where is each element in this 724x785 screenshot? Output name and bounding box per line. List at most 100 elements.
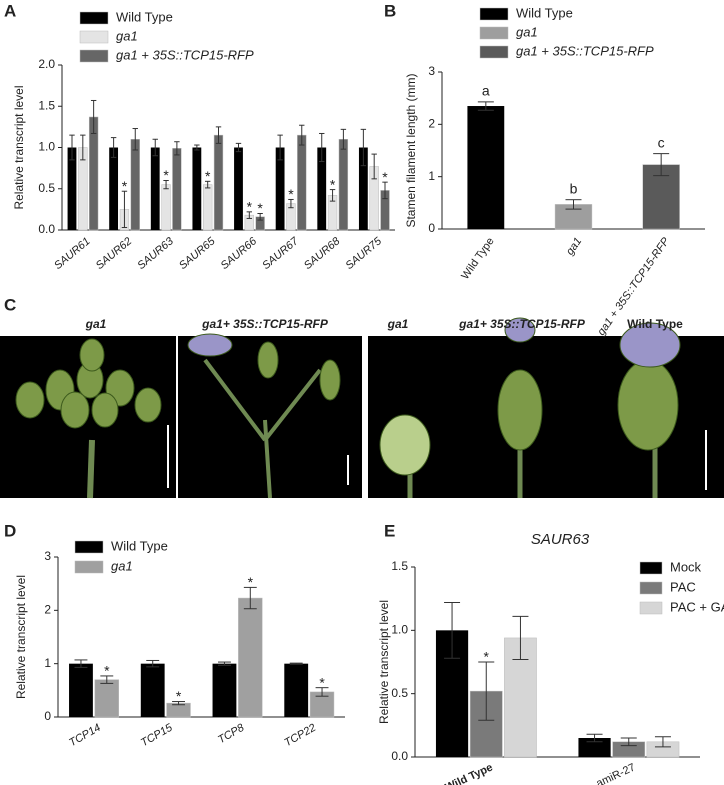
legend-label: PAC + GA xyxy=(670,599,724,614)
bar xyxy=(140,663,165,717)
y-tick-label: 2 xyxy=(44,603,51,617)
x-tick-label: SAUR63 xyxy=(135,235,176,272)
y-tick-label: 3 xyxy=(44,549,51,563)
bar xyxy=(284,663,309,717)
legend-swatch xyxy=(79,49,109,63)
panel-label: A xyxy=(4,1,16,20)
photo-label: ga1+ 35S::TCP15-RFP xyxy=(458,317,586,331)
y-axis-label: Relative transcript level xyxy=(14,575,28,699)
bar xyxy=(467,106,505,229)
significance-marker: * xyxy=(484,649,490,665)
legend-label: ga1 xyxy=(516,24,538,39)
legend-swatch xyxy=(479,7,509,21)
y-tick-label: 0.5 xyxy=(38,181,55,195)
x-tick-label: SAUR75 xyxy=(343,235,384,272)
bar xyxy=(578,738,611,757)
x-tick-label: SAUR68 xyxy=(302,235,343,272)
bar xyxy=(317,147,327,230)
bar xyxy=(358,147,368,230)
legend-swatch xyxy=(74,560,104,574)
bar xyxy=(109,147,119,230)
bar xyxy=(275,147,285,230)
significance-marker: * xyxy=(257,200,263,216)
x-tick-label: SAUR67 xyxy=(260,235,301,272)
legend-label: Wild Type xyxy=(116,9,173,24)
x-tick-label: Wild Type xyxy=(443,761,494,785)
photo-label: ga1 xyxy=(387,317,409,331)
legend-label: PAC xyxy=(670,579,696,594)
y-axis-label: Stamen filament length (mm) xyxy=(404,73,418,227)
significance-marker: * xyxy=(247,199,253,215)
significance-marker: * xyxy=(122,178,128,194)
y-tick-label: 3 xyxy=(428,64,435,78)
y-tick-label: 1 xyxy=(428,169,435,183)
legend-label: ga1 + 35S::TCP15-RFP xyxy=(516,43,654,58)
photo-label: ga1 xyxy=(85,317,107,331)
bar xyxy=(130,139,140,231)
x-tick-label: SAUR65 xyxy=(177,235,218,272)
y-axis-label: Relative transcript level xyxy=(377,600,391,724)
x-tick-label: TCP14 xyxy=(67,722,103,750)
panel-label: E xyxy=(384,521,395,540)
legend-swatch xyxy=(639,581,663,595)
y-tick-label: 1.5 xyxy=(391,559,408,573)
significance-marker: * xyxy=(319,674,325,690)
y-tick-label: 0.0 xyxy=(38,222,55,236)
x-tick-label: SAUR61 xyxy=(52,235,92,272)
photo-label: ga1+ 35S::TCP15-RFP xyxy=(201,317,329,331)
bar xyxy=(161,184,171,231)
y-tick-label: 0.0 xyxy=(391,749,408,763)
bar xyxy=(150,147,160,230)
legend-label: Mock xyxy=(670,559,702,574)
significance-marker: * xyxy=(163,167,169,183)
bar xyxy=(203,184,213,231)
y-tick-label: 1.0 xyxy=(391,623,408,637)
panel-label: C xyxy=(4,295,16,314)
y-tick-label: 1 xyxy=(44,656,51,670)
x-tick-label: TCP8 xyxy=(216,721,247,746)
significance-marker: * xyxy=(104,663,110,679)
bar xyxy=(69,663,93,717)
y-tick-label: 1.0 xyxy=(38,140,55,154)
legend-swatch xyxy=(639,601,663,615)
legend-swatch xyxy=(79,30,109,44)
y-tick-label: 0 xyxy=(428,221,435,235)
bar xyxy=(238,597,263,718)
x-tick-label: TCP22 xyxy=(282,722,318,750)
bar xyxy=(94,679,119,718)
significance-marker: * xyxy=(330,176,336,192)
y-tick-label: 1.5 xyxy=(38,98,55,112)
bar xyxy=(213,134,224,231)
y-tick-label: 0.5 xyxy=(391,686,408,700)
legend-swatch xyxy=(479,26,509,40)
y-tick-label: 0 xyxy=(44,709,51,723)
photo-label: Wild Type xyxy=(627,317,683,331)
x-tick-label: SAUR66 xyxy=(219,235,260,272)
panel-label: D xyxy=(4,521,16,540)
x-tick-label: ga1 xyxy=(564,236,584,258)
significance-marker: * xyxy=(382,169,388,185)
y-tick-label: 2.0 xyxy=(38,57,55,71)
chart-title: SAUR63 xyxy=(531,531,590,548)
significance-marker: * xyxy=(248,574,254,590)
legend-swatch xyxy=(79,11,109,25)
legend-label: ga1 xyxy=(111,558,133,573)
panel-label: B xyxy=(384,1,396,20)
bar xyxy=(297,134,307,231)
significance-marker: * xyxy=(176,688,182,704)
bar xyxy=(192,147,202,230)
legend-label: Wild Type xyxy=(111,538,168,553)
legend-label: Wild Type xyxy=(516,5,573,20)
x-tick-label: TCP15 xyxy=(139,721,175,749)
legend-swatch xyxy=(639,561,663,575)
legend-label: ga1 + 35S::TCP15-RFP xyxy=(116,47,254,62)
y-axis-label: Relative transcript level xyxy=(12,85,26,209)
group-letter: c xyxy=(658,134,665,150)
bar xyxy=(338,139,349,231)
group-letter: a xyxy=(482,83,490,99)
y-tick-label: 2 xyxy=(428,117,435,131)
bar xyxy=(212,663,237,717)
group-letter: b xyxy=(570,180,578,196)
bar xyxy=(172,148,182,231)
legend-label: ga1 xyxy=(116,28,138,43)
